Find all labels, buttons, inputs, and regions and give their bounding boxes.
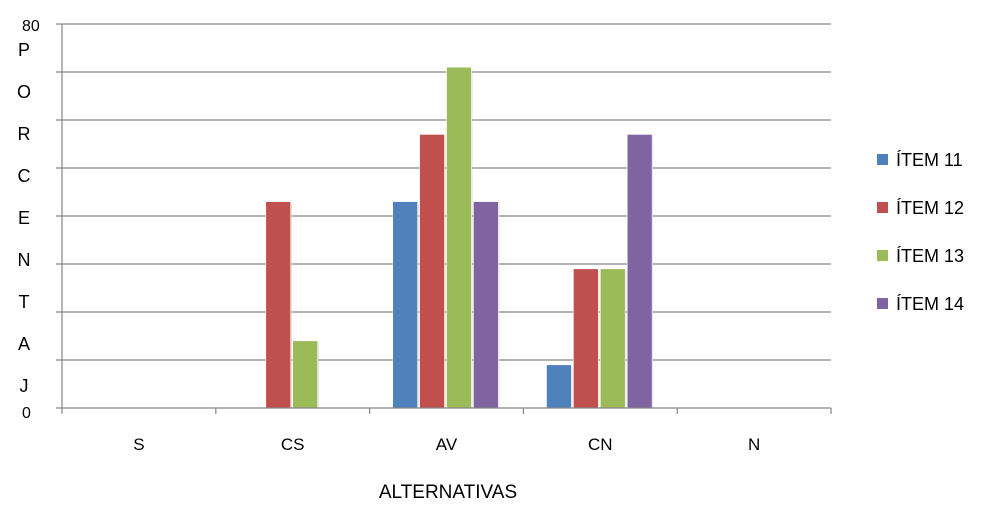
x-tick-labels: S CS AV CN N — [133, 435, 760, 454]
y-axis-label-letter: J — [20, 376, 29, 396]
legend-swatch — [877, 298, 888, 309]
axes — [56, 23, 832, 414]
y-axis-label-letter: T — [19, 292, 30, 312]
legend-label: ÍTEM 11 — [896, 150, 963, 170]
legend-swatch — [877, 154, 888, 165]
y-axis-label-letter: N — [18, 250, 31, 270]
y-tick-label-top: 80 — [22, 18, 40, 35]
legend-label: ÍTEM 13 — [896, 246, 964, 266]
bar — [419, 134, 445, 409]
bar — [292, 340, 318, 409]
bar — [599, 268, 626, 409]
y-axis-label-letter: A — [18, 334, 30, 354]
x-tick-label: N — [748, 435, 760, 454]
bars — [265, 66, 654, 409]
y-axis-label-letter: O — [17, 82, 31, 102]
x-tick-label: CS — [281, 435, 305, 454]
bar — [446, 66, 472, 409]
y-tick-label-bottom: 0 — [22, 405, 31, 422]
bar — [392, 201, 418, 409]
legend: ÍTEM 11 ÍTEM 12 ÍTEM 13 ÍTEM 14 — [877, 150, 964, 314]
y-axis-label-letter: R — [18, 124, 31, 144]
y-axis-label-letter: E — [18, 208, 30, 228]
x-axis-title: ALTERNATIVAS — [379, 482, 517, 503]
bar — [573, 268, 599, 409]
legend-swatch — [877, 250, 888, 261]
bar — [546, 364, 572, 409]
legend-label: ÍTEM 14 — [896, 294, 964, 314]
y-axis-label: P O R C E N T A J — [17, 40, 31, 396]
x-tick-label: AV — [436, 435, 458, 454]
y-axis-label-letter: C — [18, 166, 31, 186]
bar — [473, 201, 499, 409]
bar — [626, 134, 653, 409]
x-tick-label: S — [133, 435, 144, 454]
x-tick-label: CN — [588, 435, 613, 454]
y-axis-label-letter: P — [18, 40, 30, 60]
legend-swatch — [877, 202, 888, 213]
legend-label: ÍTEM 12 — [896, 198, 964, 218]
bar — [265, 201, 292, 409]
